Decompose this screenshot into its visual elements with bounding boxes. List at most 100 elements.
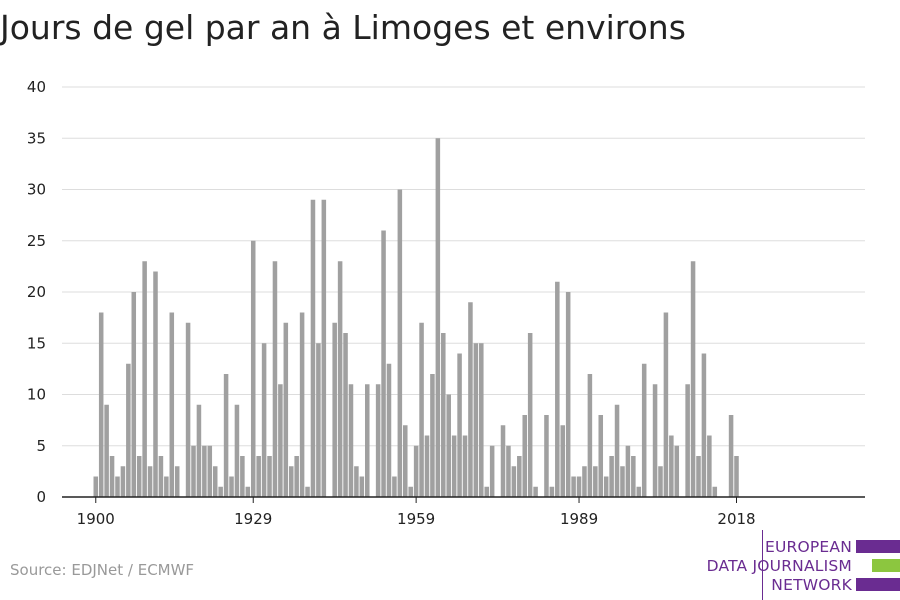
bar-1962	[430, 374, 435, 497]
bar-1996	[614, 404, 620, 497]
bar-1989	[576, 476, 582, 497]
logo-divider	[762, 530, 763, 600]
y-tick-label-5: 5	[36, 437, 46, 455]
bar-1902	[104, 404, 109, 497]
logo-line-1: EUROPEAN	[764, 538, 852, 556]
y-tick-label-20: 20	[27, 283, 46, 301]
bar-1950	[365, 384, 370, 497]
bar-1908	[136, 456, 142, 497]
bar-1937	[294, 456, 299, 497]
bar-2001	[641, 363, 647, 497]
bar-1913	[164, 476, 169, 497]
chart-title: Jours de gel par an à Limoges et environ…	[0, 8, 686, 47]
bar-1905	[120, 466, 126, 497]
bar-1986	[560, 425, 566, 497]
bar-1909	[142, 261, 147, 497]
bar-1973	[489, 445, 495, 497]
bar-2017	[728, 415, 734, 497]
bar-1993	[598, 415, 604, 497]
bar-1901	[98, 312, 104, 497]
bar-1972	[484, 486, 489, 497]
bar-1900	[93, 476, 99, 497]
bar-1935	[283, 322, 289, 497]
bar-1941	[316, 343, 321, 497]
bar-1992	[593, 466, 598, 497]
bar-1990	[582, 466, 587, 497]
bar-1930	[256, 456, 261, 497]
bar-1968	[462, 435, 468, 497]
bar-1978	[517, 456, 522, 497]
bar-1914	[169, 312, 175, 497]
bar-1936	[288, 466, 294, 497]
bar-1929	[250, 240, 256, 497]
y-tick-label-25: 25	[27, 232, 46, 250]
bar-2012	[701, 353, 707, 497]
bar-1921	[207, 445, 213, 497]
bar-1924	[223, 374, 229, 497]
source-note: Source: EDJNet / ECMWF	[10, 561, 195, 579]
bar-2006	[669, 435, 674, 497]
bar-1960	[419, 322, 424, 497]
bar-1980	[527, 333, 533, 497]
bar-1994	[603, 476, 609, 497]
bar-1944	[332, 322, 337, 497]
bar-1958	[408, 486, 413, 497]
bar-1945	[337, 261, 343, 497]
bar-1999	[631, 456, 636, 497]
bar-1926	[234, 404, 240, 497]
bar-1906	[126, 363, 131, 497]
bar-1923	[218, 486, 223, 497]
bar-2004	[658, 466, 663, 497]
x-tick-label-1929: 1929	[234, 510, 272, 528]
bar-1997	[620, 466, 625, 497]
bar-1981	[533, 486, 538, 497]
x-tick-label-1989: 1989	[560, 510, 598, 528]
bar-1964	[441, 333, 446, 497]
bar-2013	[707, 435, 712, 497]
bar-2010	[690, 261, 696, 497]
bar-1979	[522, 415, 527, 497]
bar-1922	[212, 466, 218, 497]
logo-purple-bar-top	[856, 540, 900, 553]
y-tick-label-40: 40	[27, 78, 46, 96]
bar-1939	[305, 486, 310, 497]
bar-1933	[272, 261, 278, 497]
bar-1947	[348, 384, 354, 497]
y-tick-label-35: 35	[27, 129, 46, 147]
logo-green-bar	[872, 559, 900, 572]
x-axis-tick-labels: 1900 1929 1959 1989 2018	[77, 497, 756, 528]
bar-1955	[392, 476, 397, 497]
y-tick-label-10: 10	[27, 386, 46, 404]
bar-1985	[555, 281, 560, 497]
bar-2000	[636, 486, 642, 497]
bar-1954	[386, 363, 392, 497]
bar-1918	[191, 445, 196, 497]
bar-1938	[299, 312, 305, 497]
logo-line-3: NETWORK	[771, 576, 852, 594]
bar-1931	[261, 343, 267, 497]
bar-1961	[424, 435, 430, 497]
bar-2009	[685, 384, 690, 497]
bar-1927	[240, 456, 245, 497]
bar-2005	[663, 312, 669, 497]
bar-1942	[321, 199, 327, 497]
bar-1919	[196, 404, 202, 497]
y-tick-label-30: 30	[27, 181, 46, 199]
x-tick-label-2018: 2018	[717, 510, 755, 528]
bar-1987	[565, 292, 571, 497]
bar-1967	[457, 353, 462, 497]
bar-1928	[245, 486, 251, 497]
bar-1970	[473, 343, 479, 497]
edjnet-logo: EUROPEAN DATA JOURNALISM NETWORK	[700, 530, 900, 600]
logo-line-2: DATA JOURNALISM	[706, 557, 852, 575]
bar-1966	[451, 435, 457, 497]
bar-1965	[446, 394, 451, 497]
bar-1983	[544, 415, 549, 497]
bar-1952	[375, 384, 381, 497]
bar-1910	[147, 466, 153, 497]
bar-2014	[712, 486, 718, 497]
bar-1971	[479, 343, 484, 497]
bar-1977	[511, 466, 517, 497]
y-tick-label-15: 15	[27, 334, 46, 352]
